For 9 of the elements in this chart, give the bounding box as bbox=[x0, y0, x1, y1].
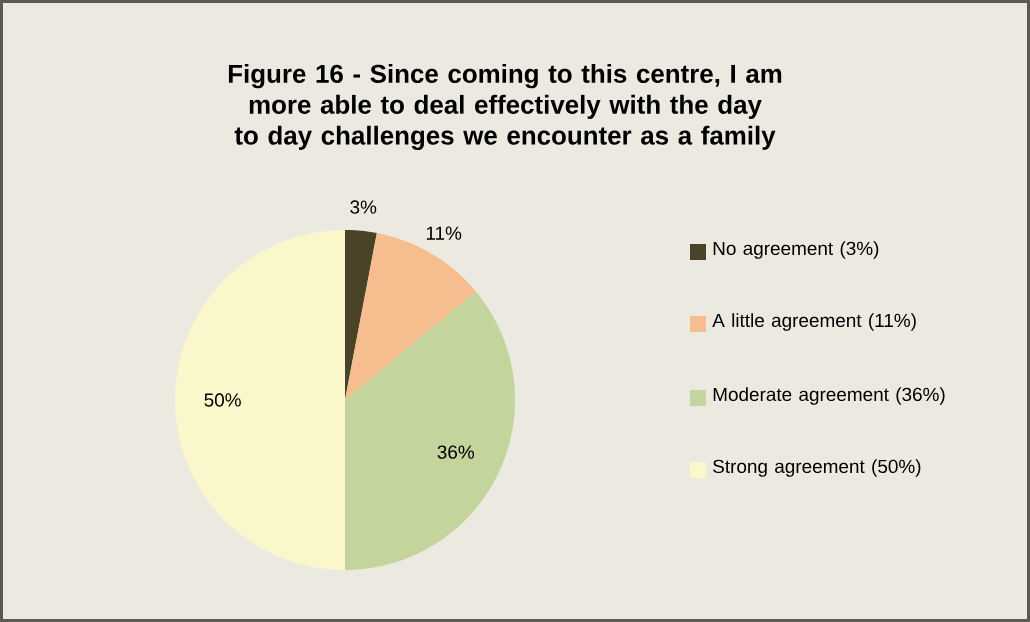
legend-label: Strong agreement (50%) bbox=[713, 459, 921, 477]
data-label: 36% bbox=[437, 445, 475, 459]
legend-label: Moderate agreement (36%) bbox=[713, 387, 945, 405]
legend-label: No agreement (3%) bbox=[713, 241, 879, 259]
chart-title: Figure 16 - Since coming to this centre, I am more able to deal effectively with the day to day challenges we encounter as a family bbox=[228, 63, 782, 150]
data-label: 11% bbox=[426, 226, 462, 240]
legend-label: A little agreement (11%) bbox=[712, 313, 916, 331]
data-label: 3% bbox=[350, 200, 377, 214]
data-label: 50% bbox=[204, 393, 241, 407]
